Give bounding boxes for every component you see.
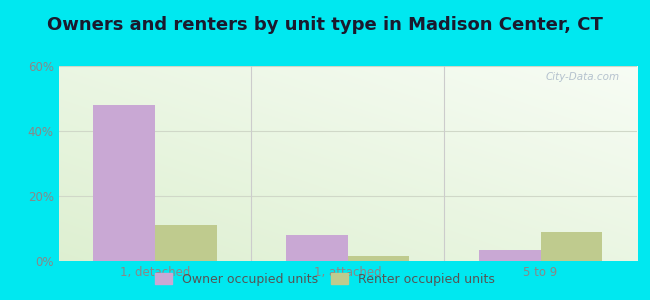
- Bar: [155, 225, 216, 261]
- Bar: [348, 256, 410, 261]
- Bar: [286, 235, 348, 261]
- Legend: Owner occupied units, Renter occupied units: Owner occupied units, Renter occupied un…: [150, 268, 500, 291]
- Bar: [479, 250, 541, 261]
- Bar: [93, 105, 155, 261]
- Text: City-Data.com: City-Data.com: [545, 72, 619, 82]
- Bar: [541, 232, 603, 261]
- Text: Owners and renters by unit type in Madison Center, CT: Owners and renters by unit type in Madis…: [47, 16, 603, 34]
